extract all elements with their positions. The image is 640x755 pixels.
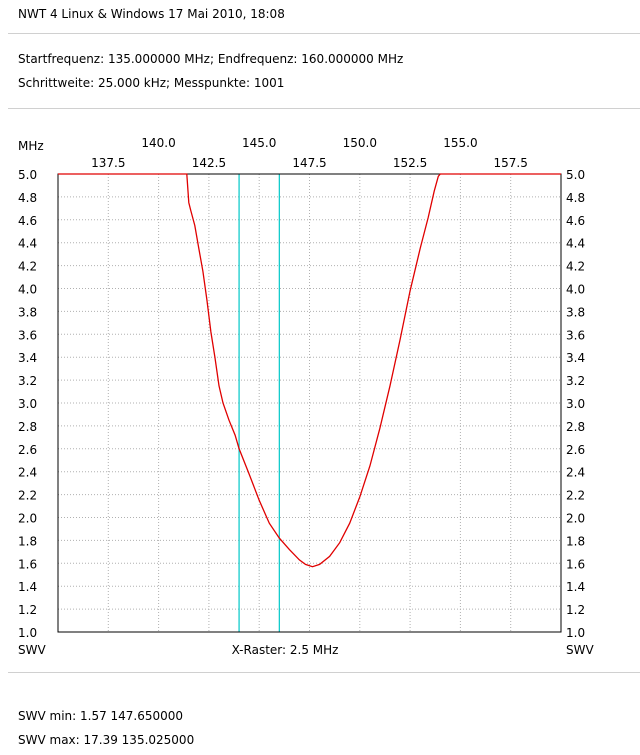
y-tick-label-right: 2.2 [566, 489, 585, 503]
x-tick-label-upper: 140.0 [141, 136, 175, 150]
swr-curve [58, 173, 561, 568]
plot-frame [57, 173, 562, 633]
x-tick-labels: 140.0 145.0 150.0 155.0 137.5 142.5 147.5 152.5… [91, 136, 528, 170]
x-tick-label-lower: 137.5 [91, 156, 125, 170]
frequency-range-text: Startfrequenz: 135.000000 MHz; Endfreque… [18, 52, 404, 66]
y-tick-label-left: 5.0 [18, 168, 37, 182]
y-tick-label-right: 3.0 [566, 397, 585, 411]
y-tick-label-left: 4.8 [18, 191, 37, 205]
chart-grid [58, 174, 561, 632]
y-tick-label-left: 4.6 [18, 214, 37, 228]
swv-min-text: SWV min: 1.57 147.650000 [18, 709, 184, 723]
y-tick-label-right: 4.0 [566, 283, 585, 297]
swr-chart: 5.0 5.0 4.8 4.8 4.6 4.6 4.4 4.4 4.2 4.2 4.0 4.0 3.8 3… [18, 136, 594, 657]
y-tick-label-right: 4.6 [566, 214, 585, 228]
y-tick-label-right: 1.2 [566, 603, 585, 617]
y-tick-label-left: 2.6 [18, 443, 37, 457]
y-tick-label-left: 1.6 [18, 557, 37, 571]
y-tick-label-right: 4.2 [566, 260, 585, 274]
y-tick-label-left: 4.2 [18, 260, 37, 274]
y-tick-label-right: 1.6 [566, 557, 585, 571]
step-info-text: Schrittweite: 25.000 kHz; Messpunkte: 10… [18, 76, 285, 90]
y-tick-label-right: 5.0 [566, 168, 585, 182]
y-tick-label-right: 3.4 [566, 351, 585, 365]
y-tick-label-left: 1.4 [18, 580, 37, 594]
x-tick-label-upper: 150.0 [343, 136, 377, 150]
y-tick-label-left: 3.6 [18, 328, 37, 342]
y-tick-label-left: 2.8 [18, 420, 37, 434]
y-tick-label-left: 2.2 [18, 489, 37, 503]
y-axis-unit-label: MHz [18, 139, 44, 153]
x-tick-label-lower: 147.5 [292, 156, 326, 170]
x-tick-label-lower: 157.5 [494, 156, 528, 170]
y-tick-label-left: 3.0 [18, 397, 37, 411]
y-tick-label-right: 2.6 [566, 443, 585, 457]
y-tick-label-left: 2.0 [18, 512, 37, 526]
y-tick-label-left: 3.4 [18, 351, 37, 365]
y-tick-label-right: 3.8 [566, 305, 585, 319]
y-tick-label-right: 3.6 [566, 328, 585, 342]
y-tick-label-right: 1.4 [566, 580, 585, 594]
divider [8, 33, 640, 34]
y-tick-label-right: 4.8 [566, 191, 585, 205]
x-tick-label-lower: 152.5 [393, 156, 427, 170]
y-tick-label-right: 1.8 [566, 534, 585, 548]
y-tick-label-right: 2.0 [566, 512, 585, 526]
y-tick-label-right: 3.2 [566, 374, 585, 388]
y-tick-labels: 5.0 5.0 4.8 4.8 4.6 4.6 4.4 4.4 4.2 4.2 4.0 4.0 3.8 3… [18, 168, 585, 640]
divider [8, 672, 640, 673]
y-tick-label-right: 2.4 [566, 466, 585, 480]
x-axis-label: X-Raster: 2.5 MHz [232, 643, 339, 657]
y-tick-label-left: 3.8 [18, 305, 37, 319]
y-tick-label-left: 4.0 [18, 283, 37, 297]
divider [8, 108, 640, 109]
y-tick-label-left: 3.2 [18, 374, 37, 388]
chart-markers [238, 174, 280, 632]
x-tick-label-lower: 142.5 [192, 156, 226, 170]
y-tick-label-right: 4.4 [566, 237, 585, 251]
x-tick-label-upper: 155.0 [443, 136, 477, 150]
y-tick-label-left: 4.4 [18, 237, 37, 251]
y-tick-label-left: 1.0 [18, 626, 37, 640]
y-axis-label-left: SWV [18, 643, 46, 657]
y-tick-label-right: 2.8 [566, 420, 585, 434]
y-axis-label-right: SWV [566, 643, 594, 657]
report-title: NWT 4 Linux & Windows 17 Mai 2010, 18:08 [18, 7, 285, 21]
y-tick-label-right: 1.0 [566, 626, 585, 640]
y-tick-label-left: 1.8 [18, 534, 37, 548]
swv-max-text: SWV max: 17.39 135.025000 [18, 733, 195, 747]
x-tick-label-upper: 145.0 [242, 136, 276, 150]
y-tick-label-left: 2.4 [18, 466, 37, 480]
y-tick-label-left: 1.2 [18, 603, 37, 617]
